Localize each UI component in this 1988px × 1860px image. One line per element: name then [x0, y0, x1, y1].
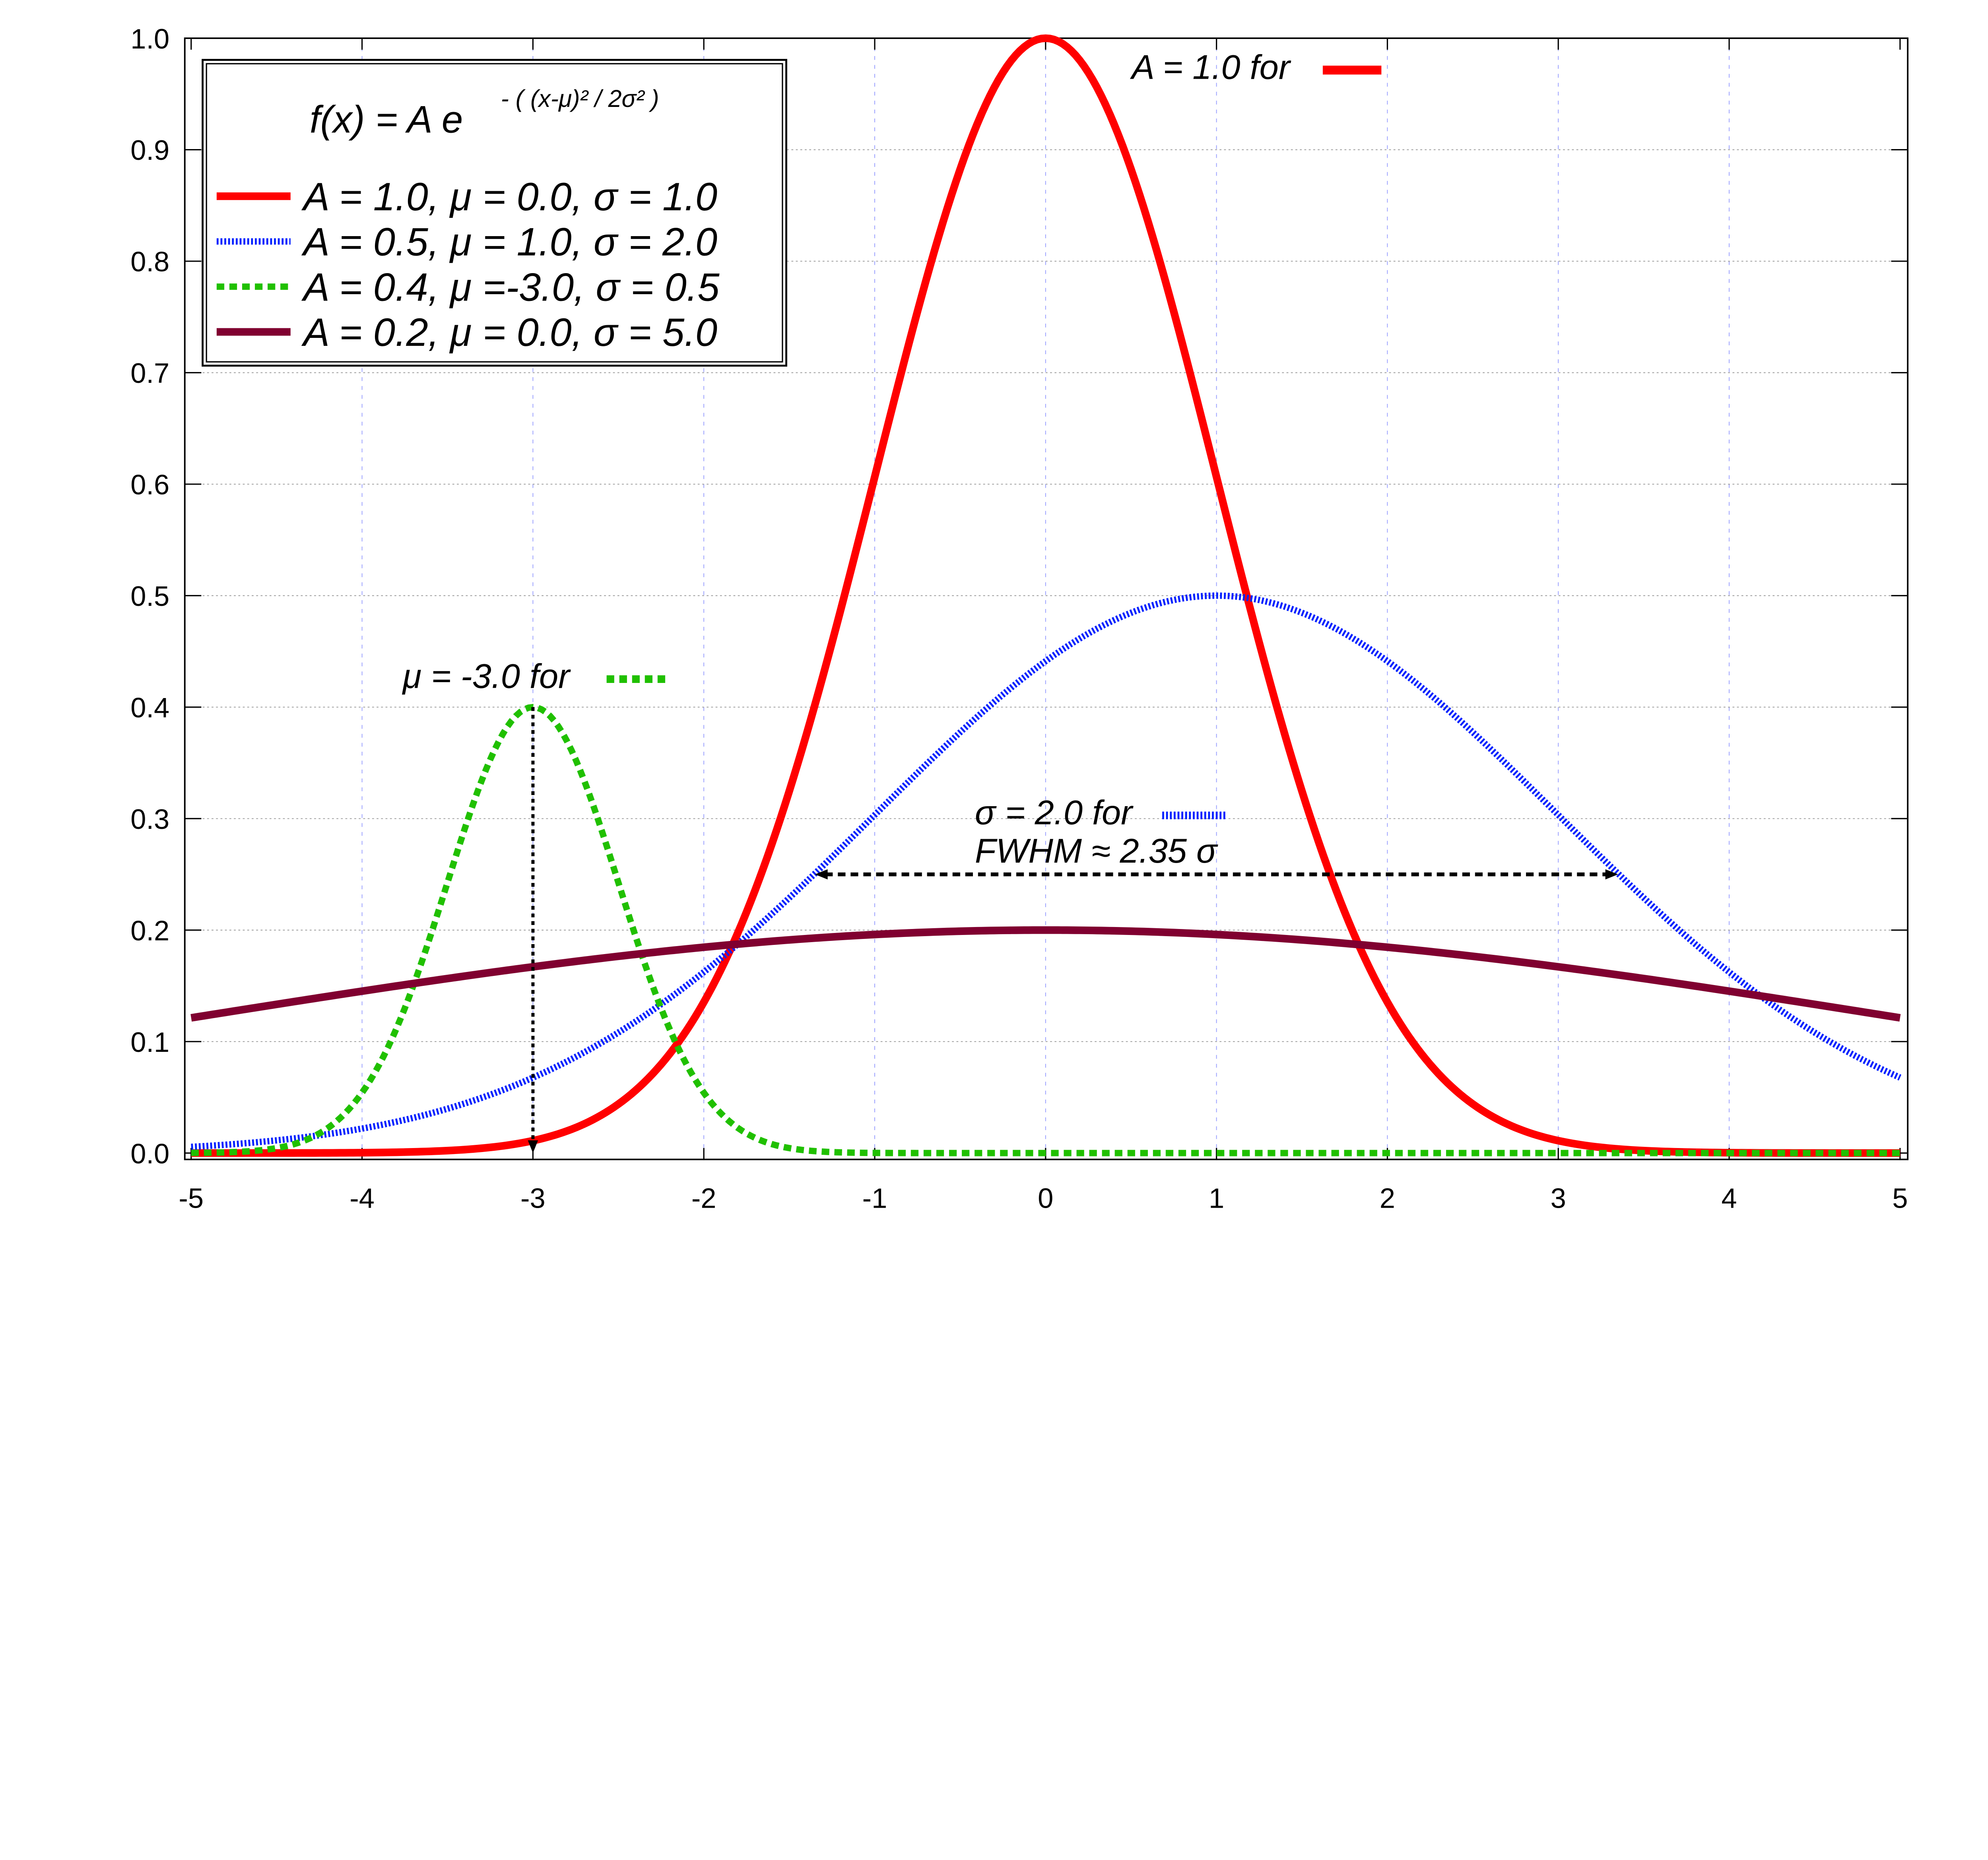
x-tick-label: 5	[1892, 1182, 1908, 1214]
curves	[190, 34, 1902, 1157]
legend-label-2: A = 0.5, μ = 1.0, σ = 2.0	[301, 220, 717, 264]
legend-items: A = 1.0, μ = 0.0, σ = 1.0A = 0.5, μ = 1.…	[216, 175, 720, 355]
fwhm-arrow-head-left	[815, 869, 828, 880]
fwhm-arrow-head-right	[1605, 869, 1618, 880]
y-tick-label: 0.6	[130, 469, 169, 500]
y-tick-label: 0.3	[130, 803, 169, 835]
legend-label-3: A = 0.4, μ =-3.0, σ = 0.5	[301, 265, 720, 309]
legend-label-1: A = 1.0, μ = 0.0, σ = 1.0	[301, 175, 717, 219]
x-tick-label: -2	[691, 1182, 716, 1214]
annotation-fwhm: FWHM ≈ 2.35 σ	[975, 832, 1218, 870]
x-tick-label: 0	[1038, 1182, 1053, 1214]
y-tick-label: 0.1	[130, 1026, 169, 1058]
annotation-sigma: σ = 2.0 for	[975, 794, 1134, 832]
x-tick-label: 3	[1551, 1182, 1566, 1214]
annotations: A = 1.0 for μ = -3.0 for σ = 2.0 for FWH…	[402, 48, 1618, 1153]
y-tick-label: 0.7	[130, 357, 169, 389]
y-tick-label: 0.2	[130, 915, 169, 946]
legend-formula-exponent: - ( (x-μ)² / 2σ² )	[501, 85, 659, 112]
legend-box-inner	[206, 63, 783, 363]
annotation-mean: μ = -3.0 for	[402, 657, 571, 696]
x-tick-label: -3	[520, 1182, 546, 1214]
x-tick-label: 1	[1209, 1182, 1224, 1214]
annotation-arrows	[528, 707, 1618, 1153]
gaussian-chart: -5 -4 -3 -2 -1 0 1 2 3 4 5 0.0 0.1 0.2 0.3 0.4 0.5 0.6 0.7…	[130, 23, 1908, 1214]
y-tick-label: 0.0	[130, 1138, 169, 1169]
legend-box-outer	[202, 59, 787, 367]
series-line-2	[191, 592, 1902, 1150]
x-tick-label: -5	[179, 1182, 204, 1214]
x-tick-label: -1	[862, 1182, 887, 1214]
series-line-3	[191, 704, 1900, 1156]
x-tick-label: -4	[349, 1182, 375, 1214]
y-tick-label: 1.0	[130, 23, 169, 54]
y-tick-label: 0.9	[130, 134, 169, 166]
x-tick-label: 2	[1380, 1182, 1395, 1214]
legend-label-4: A = 0.2, μ = 0.0, σ = 5.0	[301, 310, 717, 355]
y-tick-label: 0.4	[130, 692, 169, 723]
ticks: -5 -4 -3 -2 -1 0 1 2 3 4 5 0.0 0.1 0.2 0.3 0.4 0.5 0.6 0.7…	[130, 23, 1908, 1214]
annotation-amplitude: A = 1.0 for	[1130, 48, 1291, 87]
mean-arrow-head	[528, 1140, 538, 1153]
y-tick-label: 0.8	[130, 246, 169, 277]
y-tick-label: 0.5	[130, 580, 169, 612]
x-tick-label: 4	[1721, 1182, 1737, 1214]
legend: f(x) = A e - ( (x-μ)² / 2σ² ) A = 1.0, μ…	[202, 59, 787, 367]
series-line-4	[190, 926, 1901, 1022]
series-line-1	[191, 34, 1900, 1157]
legend-formula: f(x) = A e	[310, 98, 463, 141]
